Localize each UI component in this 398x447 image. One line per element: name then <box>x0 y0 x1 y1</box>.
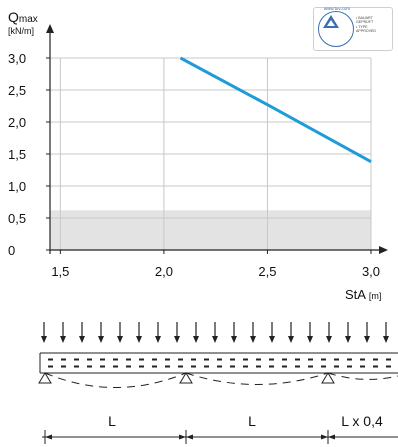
y-axis-label: Qmax <box>8 9 38 25</box>
load-arrow-head <box>136 336 142 343</box>
load-arrow-head <box>345 336 351 343</box>
y-tick-label: 1,5 <box>8 147 26 162</box>
series-line <box>179 56 372 163</box>
dimension-arrow <box>179 434 186 440</box>
load-arrow-head <box>307 336 313 343</box>
seal-text: www.tuv.com <box>323 6 351 11</box>
y-tick-label: 0,5 <box>8 211 26 226</box>
load-arrow-head <box>60 336 66 343</box>
span-label-3: L x 0,4 <box>341 413 383 429</box>
deflection-curve-3 <box>327 372 398 380</box>
x-tick-label: 3,0 <box>362 264 380 279</box>
span-label-2: L <box>248 413 256 429</box>
support-triangle <box>321 372 335 384</box>
beam-load-diagram: L L L x 0,4 <box>38 322 398 444</box>
load-arrow-head <box>269 336 275 343</box>
y-tick-label: 3,0 <box>8 51 26 66</box>
load-arrow-head <box>79 336 85 343</box>
dimension-arrow <box>186 434 193 440</box>
y-axis-arrow <box>46 24 54 33</box>
load-arrow-head <box>174 336 180 343</box>
deflection-curve-1 <box>44 372 187 388</box>
load-arrow-head <box>364 336 370 343</box>
y-axis-unit: [kN/m] <box>8 26 34 36</box>
y-tick-label: 1,0 <box>8 179 26 194</box>
span-label-1: L <box>108 413 116 429</box>
load-chart: 0 0,5 1,0 1,5 2,0 2,5 3,0 1,5 2,0 2,5 3,0 Qmax[kN/m… <box>8 9 388 302</box>
x-tick-label: 2,5 <box>258 264 276 279</box>
badge-line-3: • TYPE <box>356 25 368 29</box>
x-tick-label: 1,5 <box>51 264 69 279</box>
load-arrow-head <box>155 336 161 343</box>
tuv-seal-icon: www.tuv.com <box>318 6 354 47</box>
support-triangle <box>38 372 52 384</box>
x-tick-label: 2,0 <box>155 264 173 279</box>
tuv-badge: www.tuv.com • BAUART GEPRÜFT • TYPE APPR… <box>313 6 393 51</box>
dimension-arrow <box>321 434 328 440</box>
load-arrow-head <box>383 336 389 343</box>
x-axis-label: StA [m] <box>345 287 381 302</box>
load-arrow-head <box>212 336 218 343</box>
y-tick-label: 2,0 <box>8 115 26 130</box>
load-arrow-head <box>193 336 199 343</box>
load-arrow-head <box>288 336 294 343</box>
deflection-curve-2 <box>185 372 329 385</box>
load-arrow-head <box>41 336 47 343</box>
dimension-arrow <box>45 434 52 440</box>
y-tick-label: 2,5 <box>8 83 26 98</box>
shaded-band <box>50 210 371 250</box>
support-triangle <box>179 372 193 384</box>
load-arrow-head <box>117 336 123 343</box>
load-arrow-head <box>250 336 256 343</box>
load-arrow-head <box>231 336 237 343</box>
x-axis-arrow <box>379 246 388 254</box>
load-arrow-head <box>326 336 332 343</box>
badge-line-1: • BAUART <box>356 16 373 20</box>
load-arrow-head <box>98 336 104 343</box>
badge-line-2: GEPRÜFT <box>356 20 374 24</box>
y-tick-label: 0 <box>8 243 15 258</box>
dimension-arrow <box>328 434 335 440</box>
badge-line-4: APPROVED <box>356 29 376 33</box>
